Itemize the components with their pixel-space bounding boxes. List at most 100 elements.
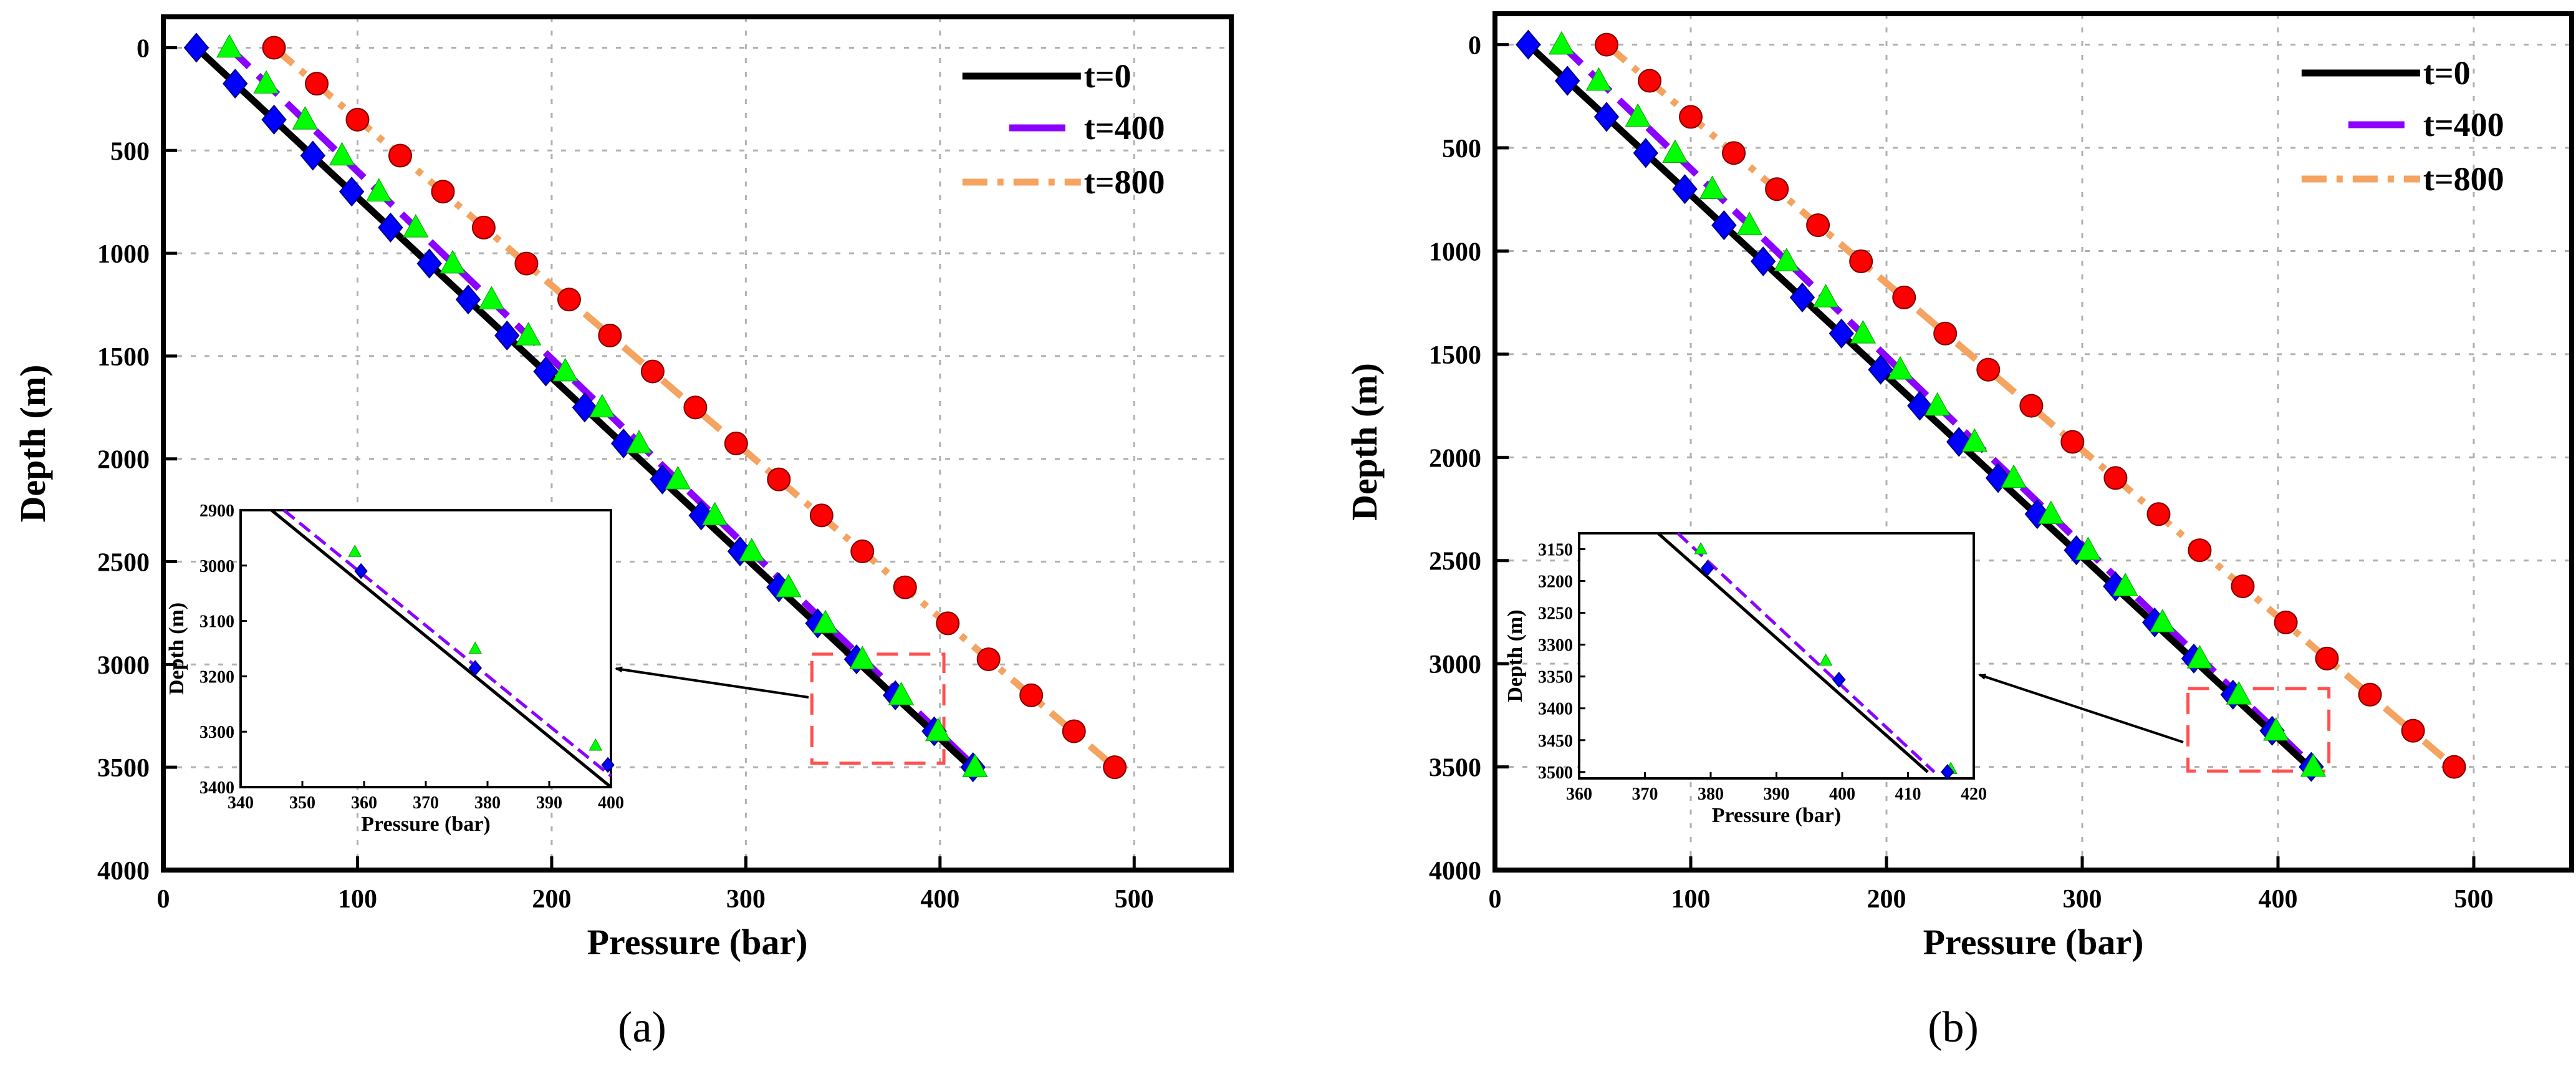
zoom-box-rect <box>810 652 946 765</box>
marker-diamond <box>688 500 714 531</box>
zoom-box-rect <box>2186 687 2331 773</box>
inset-marker-triangle <box>1694 542 1708 554</box>
inset-marker-triangle <box>589 738 602 751</box>
marker-triangle <box>329 142 355 166</box>
x-tick-label: 500 <box>2454 885 2494 914</box>
inset-x-tick-label: 410 <box>1895 785 1921 804</box>
marker-circle <box>1765 177 1789 201</box>
marker-diamond <box>1789 282 1815 312</box>
marker-circle <box>2401 718 2425 743</box>
marker-triangle <box>366 178 392 201</box>
marker-circle <box>305 72 329 96</box>
marker-circle <box>1103 755 1127 780</box>
marker-triangle <box>1961 428 1987 452</box>
y-tick-label: 1000 <box>97 240 150 269</box>
marker-triangle <box>849 646 875 669</box>
inset-y-tick-label: 3300 <box>1538 636 1573 656</box>
marker-triangle <box>478 286 505 310</box>
marker-triangle <box>2186 645 2213 669</box>
y-axis-title: Depth (m) <box>12 365 53 523</box>
x-tick-label: 0 <box>1489 885 1502 914</box>
marker-circle <box>2442 755 2466 779</box>
axis-ticks: 0 100 200 300 400 500 0 500 1000 1500 2000 2500 3000… <box>97 34 1154 914</box>
marker-diamond <box>1672 174 1698 205</box>
series-line-t400 <box>227 45 978 770</box>
y-axis-title: Depth (m) <box>1344 363 1385 521</box>
inset-x-tick-label: 380 <box>474 793 501 813</box>
axis-ticks: 0 100 200 300 400 500 0 500 1000 1500 2000 2500 3000… <box>1429 32 2494 914</box>
zoom-arrow <box>1978 674 2184 743</box>
legend-label-t0: t=0 <box>1084 57 1132 95</box>
marker-triangle <box>403 214 429 238</box>
marker-triangle <box>1585 67 1612 91</box>
x-tick-label: 300 <box>2063 885 2102 914</box>
marker-circle <box>431 180 455 204</box>
inset-y-tick-label: 3150 <box>1538 541 1573 560</box>
x-tick-label: 200 <box>532 885 571 914</box>
marker-diamond <box>572 392 598 423</box>
inset-x-tick-label: 340 <box>228 793 254 813</box>
plot-frame <box>161 14 1234 873</box>
marker-triangle <box>2075 536 2102 560</box>
marker-triangle <box>2038 500 2064 525</box>
marker-diamond <box>300 140 326 171</box>
y-tick-label: 3500 <box>1429 754 1481 783</box>
y-tick-label: 3500 <box>97 754 150 783</box>
inset-ticks: 340 350 360 370 380 390 400 2900 3000 3100 3200 330… <box>199 501 624 813</box>
marker-diamond <box>378 212 403 243</box>
inset-y-axis-title: Depth (m) <box>1504 609 1527 702</box>
marker-circle <box>1638 69 1662 93</box>
x-tick-label: 300 <box>726 885 766 914</box>
inset-line-t400 <box>282 509 612 778</box>
inset-y-tick-label: 3000 <box>199 557 234 576</box>
marker-triangle <box>665 465 691 490</box>
inset-marker-triangle <box>1819 653 1833 666</box>
marker-triangle <box>2150 609 2176 632</box>
marker-triangle <box>2226 681 2252 705</box>
inset-y-tick-label: 3200 <box>199 667 234 687</box>
marker-triangle <box>1625 103 1651 127</box>
marker-triangle <box>1736 211 1762 235</box>
marker-triangle <box>2263 717 2289 741</box>
marker-diamond <box>183 32 209 63</box>
marker-diamond <box>1868 354 1893 385</box>
chart-panel-b: 0 100 200 300 400 500 0 500 1000 1500 2000 2500 3000… <box>1344 11 2574 1052</box>
marker-circle <box>976 647 1001 672</box>
marker-triangle <box>1549 31 1575 55</box>
series-markers <box>183 32 1127 783</box>
marker-circle <box>2358 682 2382 707</box>
zoom-box <box>2186 687 2331 773</box>
inset-x-tick-label: 420 <box>1961 785 1987 804</box>
marker-triangle <box>776 574 802 597</box>
marker-circle <box>1933 321 1958 346</box>
marker-circle <box>1892 285 1916 309</box>
inset-marker-diamond <box>1941 763 1954 780</box>
y-tick-label: 4000 <box>97 857 150 886</box>
marker-circle <box>262 36 286 60</box>
marker-diamond <box>533 356 559 387</box>
inset-frame <box>239 509 612 788</box>
marker-circle <box>345 107 370 132</box>
marker-triangle <box>253 70 279 94</box>
marker-circle <box>850 539 875 564</box>
marker-circle <box>598 323 622 347</box>
marker-diamond <box>455 284 481 315</box>
marker-circle <box>767 467 791 491</box>
panel-caption-a: (a) <box>618 1004 666 1052</box>
marker-diamond <box>1554 65 1580 96</box>
inset-x-tick-label: 390 <box>1764 785 1790 804</box>
y-tick-label: 3000 <box>97 651 150 680</box>
y-tick-label: 1500 <box>97 343 150 372</box>
inset-lines <box>1656 532 1936 773</box>
panel-caption-b: (b) <box>1928 1004 1979 1052</box>
y-tick-label: 0 <box>137 34 150 63</box>
marker-circle <box>1976 357 2001 382</box>
marker-circle <box>1722 141 1746 165</box>
y-tick-label: 2000 <box>1429 444 1481 473</box>
marker-diamond <box>1750 246 1776 277</box>
marker-triangle <box>1887 356 1913 380</box>
marker-triangle <box>552 357 579 382</box>
inset-y-tick-label: 3200 <box>1538 573 1573 592</box>
inset-y-tick-label: 3400 <box>1538 700 1573 719</box>
marker-circle <box>640 359 665 384</box>
